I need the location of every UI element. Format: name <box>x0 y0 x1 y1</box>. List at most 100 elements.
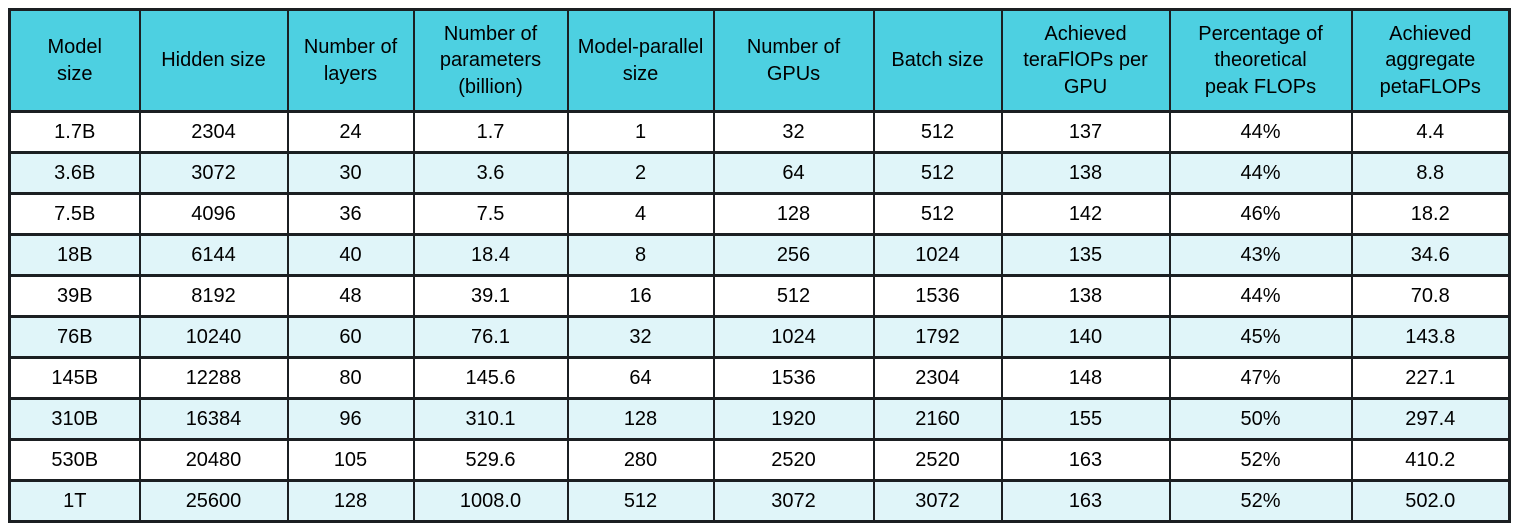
column-header-model-size: Model size <box>8 8 141 113</box>
model-scaling-table: Model size Hidden size Number of layers Num… <box>8 8 1511 523</box>
table-row-145b: 145B 12288 80 145.6 64 1536 2304 148 47% 227.1 <box>8 356 1511 400</box>
cell-model-parallel-size: 280 <box>566 438 715 482</box>
cell-hidden-size: 16384 <box>138 397 289 441</box>
cell-number-of-gpus: 64 <box>712 151 875 195</box>
cell-batch-size: 3072 <box>872 479 1003 523</box>
table-header: Model size Hidden size Number of layers Num… <box>8 8 1511 113</box>
cell-number-of-gpus: 128 <box>712 192 875 236</box>
cell-number-of-parameters-billion: 3.6 <box>412 151 569 195</box>
cell-number-of-parameters-billion: 39.1 <box>412 274 569 318</box>
cell-achieved-aggregate-petaflops: 4.4 <box>1350 110 1511 154</box>
cell-model-parallel-size: 64 <box>566 356 715 400</box>
cell-achieved-aggregate-petaflops: 70.8 <box>1350 274 1511 318</box>
cell-hidden-size: 20480 <box>138 438 289 482</box>
cell-model-parallel-size: 32 <box>566 315 715 359</box>
cell-number-of-layers: 80 <box>286 356 415 400</box>
cell-achieved-aggregate-petaflops: 8.8 <box>1350 151 1511 195</box>
cell-number-of-parameters-billion: 1008.0 <box>412 479 569 523</box>
cell-hidden-size: 4096 <box>138 192 289 236</box>
cell-number-of-layers: 96 <box>286 397 415 441</box>
cell-number-of-layers: 48 <box>286 274 415 318</box>
cell-model-size: 1T <box>8 479 141 523</box>
cell-number-of-layers: 40 <box>286 233 415 277</box>
cell-number-of-parameters-billion: 529.6 <box>412 438 569 482</box>
cell-model-parallel-size: 2 <box>566 151 715 195</box>
cell-model-size: 76B <box>8 315 141 359</box>
cell-model-size: 3.6B <box>8 151 141 195</box>
cell-achieved-teraflops-per-gpu: 138 <box>1000 151 1171 195</box>
cell-achieved-aggregate-petaflops: 143.8 <box>1350 315 1511 359</box>
cell-model-parallel-size: 4 <box>566 192 715 236</box>
cell-hidden-size: 6144 <box>138 233 289 277</box>
cell-batch-size: 512 <box>872 151 1003 195</box>
cell-number-of-parameters-billion: 7.5 <box>412 192 569 236</box>
cell-hidden-size: 2304 <box>138 110 289 154</box>
cell-model-parallel-size: 8 <box>566 233 715 277</box>
cell-model-size: 7.5B <box>8 192 141 236</box>
table-row-310b: 310B 16384 96 310.1 128 1920 2160 155 50% 297.4 <box>8 397 1511 441</box>
cell-number-of-layers: 128 <box>286 479 415 523</box>
cell-model-size: 1.7B <box>8 110 141 154</box>
cell-number-of-gpus: 1536 <box>712 356 875 400</box>
cell-batch-size: 2520 <box>872 438 1003 482</box>
cell-batch-size: 512 <box>872 192 1003 236</box>
cell-achieved-teraflops-per-gpu: 148 <box>1000 356 1171 400</box>
cell-number-of-parameters-billion: 310.1 <box>412 397 569 441</box>
cell-achieved-aggregate-petaflops: 502.0 <box>1350 479 1511 523</box>
cell-batch-size: 512 <box>872 110 1003 154</box>
cell-achieved-teraflops-per-gpu: 138 <box>1000 274 1171 318</box>
cell-percentage-of-theoretical-peak-flops: 44% <box>1168 274 1353 318</box>
cell-number-of-parameters-billion: 76.1 <box>412 315 569 359</box>
table-row-39b: 39B 8192 48 39.1 16 512 1536 138 44% 70.8 <box>8 274 1511 318</box>
cell-percentage-of-theoretical-peak-flops: 44% <box>1168 151 1353 195</box>
cell-percentage-of-theoretical-peak-flops: 45% <box>1168 315 1353 359</box>
column-header-number-of-layers: Number of layers <box>286 8 415 113</box>
cell-achieved-teraflops-per-gpu: 163 <box>1000 438 1171 482</box>
cell-batch-size: 1024 <box>872 233 1003 277</box>
header-row: Model size Hidden size Number of layers Num… <box>8 8 1511 113</box>
cell-hidden-size: 25600 <box>138 479 289 523</box>
cell-number-of-gpus: 2520 <box>712 438 875 482</box>
cell-achieved-teraflops-per-gpu: 140 <box>1000 315 1171 359</box>
table-row-3-6b: 3.6B 3072 30 3.6 2 64 512 138 44% 8.8 <box>8 151 1511 195</box>
table-row-7-5b: 7.5B 4096 36 7.5 4 128 512 142 46% 18.2 <box>8 192 1511 236</box>
cell-model-size: 39B <box>8 274 141 318</box>
cell-number-of-gpus: 32 <box>712 110 875 154</box>
column-header-model-parallel-size: Model-parallel size <box>566 8 715 113</box>
cell-batch-size: 2304 <box>872 356 1003 400</box>
cell-model-size: 145B <box>8 356 141 400</box>
cell-number-of-layers: 36 <box>286 192 415 236</box>
cell-achieved-teraflops-per-gpu: 155 <box>1000 397 1171 441</box>
cell-percentage-of-theoretical-peak-flops: 47% <box>1168 356 1353 400</box>
column-header-percentage-of-theoretical-peak-flops: Percentage of theoretical peak FLOPs <box>1168 8 1353 113</box>
cell-model-size: 310B <box>8 397 141 441</box>
cell-number-of-parameters-billion: 145.6 <box>412 356 569 400</box>
column-header-hidden-size: Hidden size <box>138 8 289 113</box>
cell-achieved-teraflops-per-gpu: 137 <box>1000 110 1171 154</box>
cell-number-of-layers: 24 <box>286 110 415 154</box>
table-body: 1.7B 2304 24 1.7 1 32 512 137 44% 4.4 3.6B 3072 30 3.… <box>8 110 1511 523</box>
cell-number-of-layers: 105 <box>286 438 415 482</box>
cell-batch-size: 1536 <box>872 274 1003 318</box>
cell-percentage-of-theoretical-peak-flops: 46% <box>1168 192 1353 236</box>
cell-percentage-of-theoretical-peak-flops: 50% <box>1168 397 1353 441</box>
column-header-number-of-gpus: Number of GPUs <box>712 8 875 113</box>
cell-achieved-teraflops-per-gpu: 135 <box>1000 233 1171 277</box>
cell-model-size: 530B <box>8 438 141 482</box>
table-row-1-7b: 1.7B 2304 24 1.7 1 32 512 137 44% 4.4 <box>8 110 1511 154</box>
cell-hidden-size: 8192 <box>138 274 289 318</box>
cell-number-of-gpus: 256 <box>712 233 875 277</box>
cell-percentage-of-theoretical-peak-flops: 43% <box>1168 233 1353 277</box>
cell-number-of-gpus: 512 <box>712 274 875 318</box>
cell-achieved-aggregate-petaflops: 410.2 <box>1350 438 1511 482</box>
cell-hidden-size: 3072 <box>138 151 289 195</box>
cell-number-of-parameters-billion: 18.4 <box>412 233 569 277</box>
cell-hidden-size: 10240 <box>138 315 289 359</box>
cell-number-of-gpus: 3072 <box>712 479 875 523</box>
cell-model-parallel-size: 512 <box>566 479 715 523</box>
column-header-number-of-parameters-billion: Number of parameters (billion) <box>412 8 569 113</box>
cell-achieved-aggregate-petaflops: 34.6 <box>1350 233 1511 277</box>
cell-model-parallel-size: 128 <box>566 397 715 441</box>
cell-achieved-teraflops-per-gpu: 163 <box>1000 479 1171 523</box>
cell-percentage-of-theoretical-peak-flops: 52% <box>1168 479 1353 523</box>
